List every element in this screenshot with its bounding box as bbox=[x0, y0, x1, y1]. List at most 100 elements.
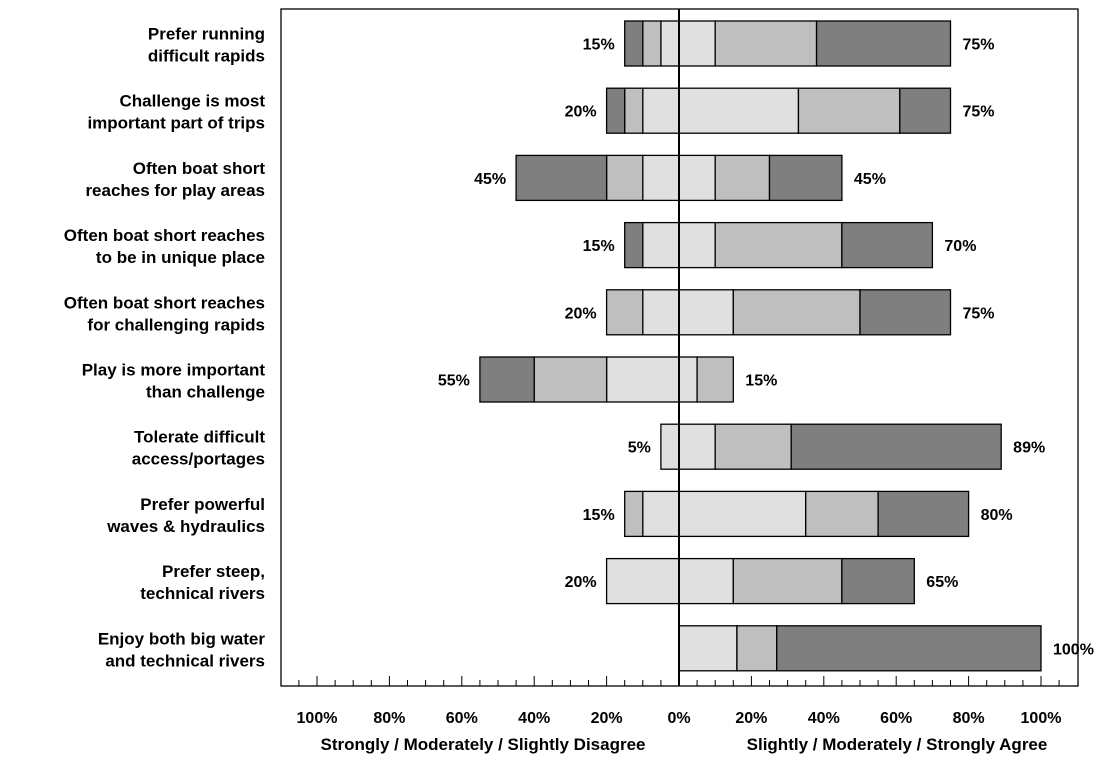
category-label: Prefer steep, bbox=[162, 562, 265, 581]
bar-disagree-slightly bbox=[642, 490, 680, 538]
category-label: Prefer powerful bbox=[140, 495, 265, 514]
bar-agree-strongly bbox=[841, 221, 934, 269]
bar-agree-moderately bbox=[714, 154, 771, 202]
bar-agree-slightly bbox=[678, 20, 716, 67]
bar-agree-moderately bbox=[805, 490, 879, 538]
category-label: access/portages bbox=[132, 450, 265, 469]
total-label-disagree: 20% bbox=[565, 574, 597, 591]
x-tick-label: 20% bbox=[735, 710, 767, 727]
bar-disagree-slightly bbox=[660, 423, 680, 470]
category-label: reaches for play areas bbox=[85, 181, 265, 200]
labels-layer: Prefer running difficult rapids 15% 75% Chal… bbox=[64, 25, 1094, 671]
bar-disagree-slightly bbox=[642, 87, 680, 134]
total-label-disagree: 20% bbox=[565, 305, 597, 322]
bar-agree-slightly bbox=[678, 423, 716, 470]
bar-disagree-strongly bbox=[624, 221, 644, 269]
total-label-disagree: 15% bbox=[583, 238, 615, 255]
category-label: important part of trips bbox=[87, 114, 265, 133]
bar-disagree-strongly bbox=[605, 87, 626, 134]
bar-agree-strongly bbox=[815, 20, 952, 67]
category-label: Prefer running bbox=[148, 25, 265, 44]
bar-disagree-slightly bbox=[642, 154, 680, 202]
bar-agree-slightly bbox=[678, 356, 698, 403]
bar-agree-slightly bbox=[678, 289, 734, 336]
category-label: Often boat short reaches bbox=[64, 293, 265, 312]
total-label-agree: 70% bbox=[944, 238, 976, 255]
bar-disagree-moderately bbox=[624, 87, 644, 134]
axis-layer: 100% 80% 60% 40% 20% 0% 20% 40% 60% 80% 100% bbox=[297, 676, 1062, 727]
bar-agree-slightly bbox=[678, 490, 807, 538]
total-label-disagree: 5% bbox=[628, 440, 651, 457]
category-label: Play is more important bbox=[82, 361, 266, 380]
category-label: and technical rivers bbox=[105, 651, 265, 670]
x-tick-label: 80% bbox=[373, 710, 405, 727]
category-label: to be in unique place bbox=[96, 248, 265, 267]
bar-agree-moderately bbox=[732, 557, 843, 605]
bar-agree-slightly bbox=[678, 625, 738, 672]
total-label-disagree: 45% bbox=[474, 171, 506, 188]
bar-agree-moderately bbox=[732, 289, 861, 336]
category-label: than challenge bbox=[146, 383, 265, 402]
bar-disagree-moderately bbox=[605, 289, 644, 336]
bar-disagree-strongly bbox=[479, 356, 535, 403]
bar-agree-strongly bbox=[776, 625, 1042, 672]
bar-agree-moderately bbox=[736, 625, 778, 672]
total-label-disagree: 55% bbox=[438, 373, 470, 390]
x-tick-label: 100% bbox=[297, 710, 338, 727]
total-label-agree: 100% bbox=[1053, 641, 1094, 658]
total-label-disagree: 20% bbox=[565, 104, 597, 121]
bar-disagree-moderately bbox=[533, 356, 608, 403]
bar-agree-slightly bbox=[678, 557, 734, 605]
x-tick-label: 40% bbox=[518, 710, 550, 727]
bar-disagree-strongly bbox=[515, 154, 608, 202]
total-label-agree: 15% bbox=[745, 373, 777, 390]
bar-disagree-strongly bbox=[624, 20, 644, 67]
x-tick-label: 40% bbox=[808, 710, 840, 727]
bar-disagree-slightly bbox=[660, 20, 680, 67]
bar-agree-moderately bbox=[714, 221, 843, 269]
bar-agree-moderately bbox=[696, 356, 734, 403]
bar-agree-moderately bbox=[714, 423, 792, 470]
bar-disagree-moderately bbox=[624, 490, 644, 538]
bar-agree-slightly bbox=[678, 154, 716, 202]
x-tick-label: 60% bbox=[880, 710, 912, 727]
bar-agree-strongly bbox=[790, 423, 1002, 470]
bars-layer bbox=[479, 20, 1042, 672]
category-label: Challenge is most bbox=[120, 92, 266, 111]
total-label-agree: 80% bbox=[981, 507, 1013, 524]
bar-disagree-moderately bbox=[605, 154, 644, 202]
bar-agree-strongly bbox=[768, 154, 843, 202]
bar-disagree-slightly bbox=[605, 557, 680, 605]
category-label: difficult rapids bbox=[148, 47, 265, 66]
bar-agree-moderately bbox=[714, 20, 818, 67]
x-tick-label: 20% bbox=[591, 710, 623, 727]
bar-agree-slightly bbox=[678, 221, 716, 269]
total-label-disagree: 15% bbox=[583, 37, 615, 54]
total-label-agree: 45% bbox=[854, 171, 886, 188]
bar-agree-moderately bbox=[797, 87, 901, 134]
category-label: technical rivers bbox=[140, 584, 265, 603]
bar-disagree-slightly bbox=[605, 356, 680, 403]
category-label: Often boat short bbox=[133, 159, 266, 178]
category-label: Often boat short reaches bbox=[64, 226, 265, 245]
x-tick-label: 100% bbox=[1021, 710, 1062, 727]
x-tick-label: 80% bbox=[953, 710, 985, 727]
category-label: waves & hydraulics bbox=[106, 517, 265, 536]
x-tick-label: 0% bbox=[667, 710, 690, 727]
total-label-agree: 89% bbox=[1013, 440, 1045, 457]
x-axis-label-left: Strongly / Moderately / Slightly Disagre… bbox=[321, 735, 646, 754]
total-label-disagree: 15% bbox=[583, 507, 615, 524]
bar-agree-slightly bbox=[678, 87, 800, 134]
x-tick-label: 60% bbox=[446, 710, 478, 727]
bar-agree-strongly bbox=[841, 557, 915, 605]
total-label-agree: 75% bbox=[963, 305, 995, 322]
bar-disagree-slightly bbox=[642, 221, 680, 269]
bar-disagree-slightly bbox=[642, 289, 680, 336]
total-label-agree: 65% bbox=[926, 574, 958, 591]
bar-agree-strongly bbox=[877, 490, 970, 538]
total-label-agree: 75% bbox=[963, 37, 995, 54]
bar-agree-strongly bbox=[899, 87, 952, 134]
x-axis-label-right: Slightly / Moderately / Strongly Agree bbox=[747, 735, 1048, 754]
